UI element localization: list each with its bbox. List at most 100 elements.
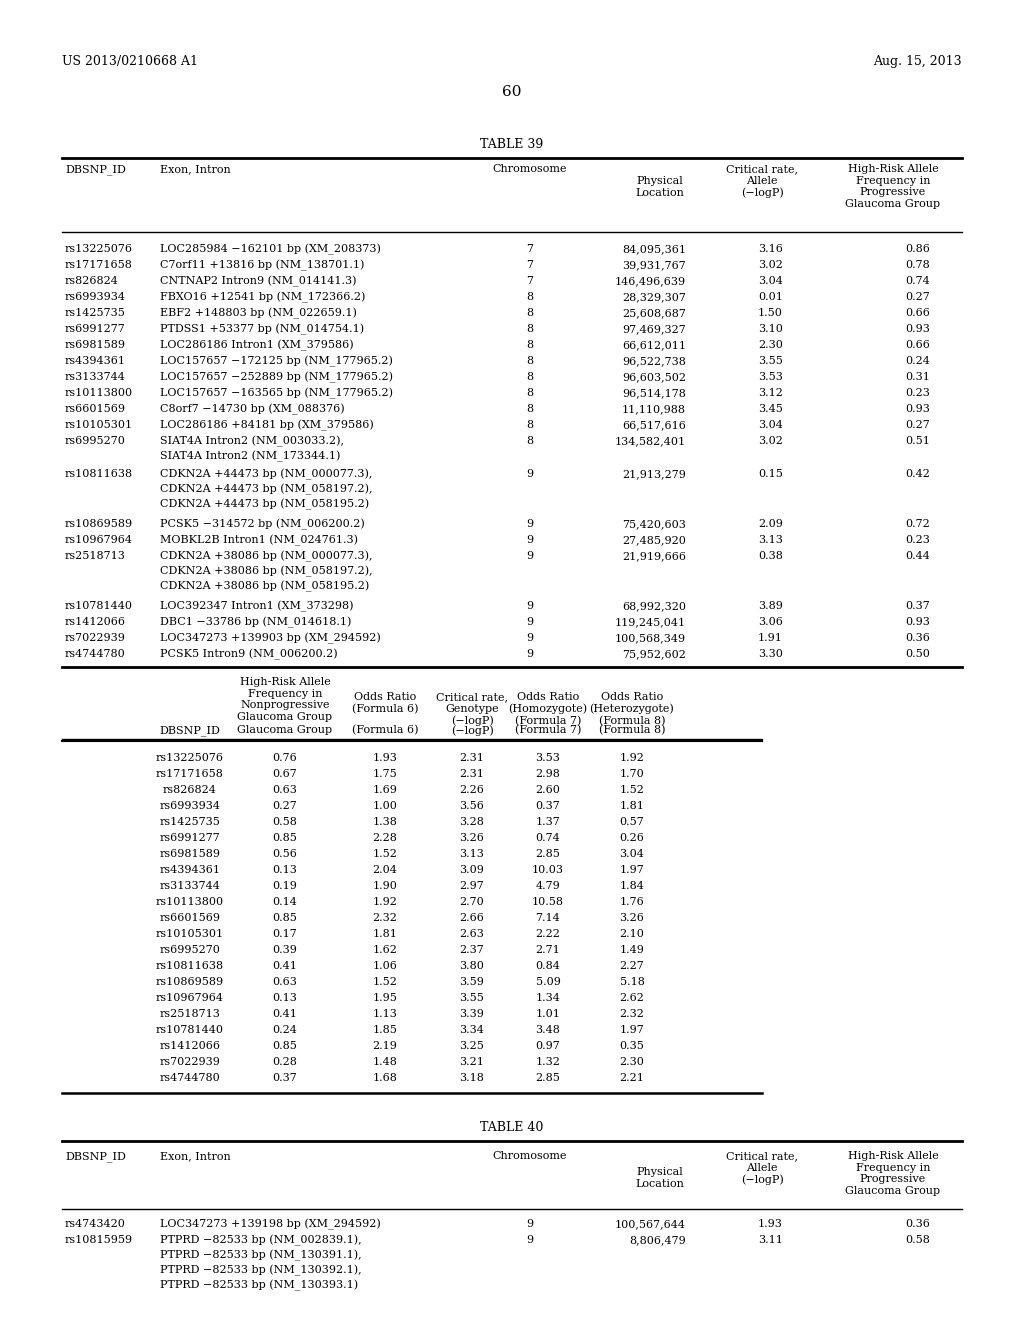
Text: 75,420,603: 75,420,603 (623, 519, 686, 529)
Text: 2.71: 2.71 (536, 945, 560, 954)
Text: 1.76: 1.76 (620, 898, 644, 907)
Text: rs13225076: rs13225076 (156, 752, 224, 763)
Text: 1.93: 1.93 (758, 1218, 783, 1229)
Text: rs6981589: rs6981589 (160, 849, 220, 859)
Text: rs6993934: rs6993934 (160, 801, 220, 810)
Text: 1.81: 1.81 (620, 801, 644, 810)
Text: 0.37: 0.37 (272, 1073, 297, 1082)
Text: 1.69: 1.69 (373, 785, 397, 795)
Text: 0.74: 0.74 (536, 833, 560, 843)
Text: 96,514,178: 96,514,178 (623, 388, 686, 399)
Text: 2.30: 2.30 (758, 341, 783, 350)
Text: 5.09: 5.09 (536, 977, 560, 987)
Text: EBF2 +148803 bp (NM_022659.1): EBF2 +148803 bp (NM_022659.1) (160, 308, 357, 319)
Text: 0.76: 0.76 (272, 752, 297, 763)
Text: 134,582,401: 134,582,401 (614, 436, 686, 446)
Text: Critical rate,
Allele
(−logP): Critical rate, Allele (−logP) (726, 164, 798, 198)
Text: 2.62: 2.62 (620, 993, 644, 1003)
Text: 3.26: 3.26 (460, 833, 484, 843)
Text: 1.97: 1.97 (620, 1026, 644, 1035)
Text: 0.36: 0.36 (905, 634, 930, 643)
Text: CDKN2A +44473 bp (NM_058195.2): CDKN2A +44473 bp (NM_058195.2) (160, 499, 369, 511)
Text: LOC286186 +84181 bp (XM_379586): LOC286186 +84181 bp (XM_379586) (160, 420, 374, 432)
Text: 0.28: 0.28 (272, 1057, 297, 1067)
Text: 0.67: 0.67 (272, 770, 297, 779)
Text: 27,485,920: 27,485,920 (623, 535, 686, 545)
Text: 1.52: 1.52 (620, 785, 644, 795)
Text: 3.09: 3.09 (460, 865, 484, 875)
Text: 3.04: 3.04 (758, 420, 783, 430)
Text: 7: 7 (526, 244, 534, 253)
Text: rs4744780: rs4744780 (65, 649, 126, 659)
Text: PTPRD −82533 bp (NM_130391.1),: PTPRD −82533 bp (NM_130391.1), (160, 1250, 361, 1262)
Text: 8: 8 (526, 323, 534, 334)
Text: 3.26: 3.26 (620, 913, 644, 923)
Text: 3.89: 3.89 (758, 601, 783, 611)
Text: rs3133744: rs3133744 (160, 880, 220, 891)
Text: 3.53: 3.53 (758, 372, 783, 381)
Text: TABLE 39: TABLE 39 (480, 139, 544, 150)
Text: 3.59: 3.59 (460, 977, 484, 987)
Text: 25,608,687: 25,608,687 (623, 308, 686, 318)
Text: 3.39: 3.39 (460, 1008, 484, 1019)
Text: 1.52: 1.52 (373, 849, 397, 859)
Text: LOC157657 −172125 bp (NM_177965.2): LOC157657 −172125 bp (NM_177965.2) (160, 356, 393, 367)
Text: (Formula 6): (Formula 6) (352, 725, 418, 735)
Text: LOC286186 Intron1 (XM_379586): LOC286186 Intron1 (XM_379586) (160, 341, 353, 351)
Text: 9: 9 (526, 616, 534, 627)
Text: 1.70: 1.70 (620, 770, 644, 779)
Text: 66,612,011: 66,612,011 (622, 341, 686, 350)
Text: 0.01: 0.01 (758, 292, 783, 302)
Text: 0.85: 0.85 (272, 1041, 297, 1051)
Text: 0.23: 0.23 (905, 535, 930, 545)
Text: 0.13: 0.13 (272, 865, 297, 875)
Text: 9: 9 (526, 1218, 534, 1229)
Text: 8: 8 (526, 341, 534, 350)
Text: 0.17: 0.17 (272, 929, 297, 939)
Text: rs10967964: rs10967964 (156, 993, 224, 1003)
Text: 1.49: 1.49 (620, 945, 644, 954)
Text: PTPRD −82533 bp (NM_002839.1),: PTPRD −82533 bp (NM_002839.1), (160, 1236, 361, 1246)
Text: rs6601569: rs6601569 (65, 404, 126, 414)
Text: 2.31: 2.31 (460, 752, 484, 763)
Text: rs10869589: rs10869589 (156, 977, 224, 987)
Text: 3.04: 3.04 (758, 276, 783, 286)
Text: 3.56: 3.56 (460, 801, 484, 810)
Text: 0.84: 0.84 (536, 961, 560, 972)
Text: 3.12: 3.12 (758, 388, 783, 399)
Text: DBSNP_ID: DBSNP_ID (65, 1151, 126, 1162)
Text: 0.41: 0.41 (272, 961, 297, 972)
Text: 1.81: 1.81 (373, 929, 397, 939)
Text: 2.32: 2.32 (373, 913, 397, 923)
Text: 10.03: 10.03 (532, 865, 564, 875)
Text: rs10811638: rs10811638 (156, 961, 224, 972)
Text: rs10967964: rs10967964 (65, 535, 133, 545)
Text: 1.00: 1.00 (373, 801, 397, 810)
Text: PTPRD −82533 bp (NM_130393.1): PTPRD −82533 bp (NM_130393.1) (160, 1280, 358, 1291)
Text: 1.93: 1.93 (373, 752, 397, 763)
Text: 1.06: 1.06 (373, 961, 397, 972)
Text: 2.04: 2.04 (373, 865, 397, 875)
Text: Aug. 15, 2013: Aug. 15, 2013 (873, 55, 962, 69)
Text: MOBKL2B Intron1 (NM_024761.3): MOBKL2B Intron1 (NM_024761.3) (160, 535, 358, 546)
Text: 1.37: 1.37 (536, 817, 560, 828)
Text: 3.55: 3.55 (460, 993, 484, 1003)
Text: 0.57: 0.57 (620, 817, 644, 828)
Text: 3.53: 3.53 (536, 752, 560, 763)
Text: LOC347273 +139903 bp (XM_294592): LOC347273 +139903 bp (XM_294592) (160, 634, 381, 644)
Text: 2.22: 2.22 (536, 929, 560, 939)
Text: rs1412066: rs1412066 (65, 616, 126, 627)
Text: rs10815959: rs10815959 (65, 1236, 133, 1245)
Text: 96,522,738: 96,522,738 (623, 356, 686, 366)
Text: rs1425735: rs1425735 (65, 308, 126, 318)
Text: 21,913,279: 21,913,279 (623, 469, 686, 479)
Text: rs3133744: rs3133744 (65, 372, 126, 381)
Text: 0.19: 0.19 (272, 880, 297, 891)
Text: 1.90: 1.90 (373, 880, 397, 891)
Text: rs10811638: rs10811638 (65, 469, 133, 479)
Text: 0.42: 0.42 (905, 469, 930, 479)
Text: 1.84: 1.84 (620, 880, 644, 891)
Text: 0.78: 0.78 (905, 260, 930, 271)
Text: 4.79: 4.79 (536, 880, 560, 891)
Text: 0.97: 0.97 (536, 1041, 560, 1051)
